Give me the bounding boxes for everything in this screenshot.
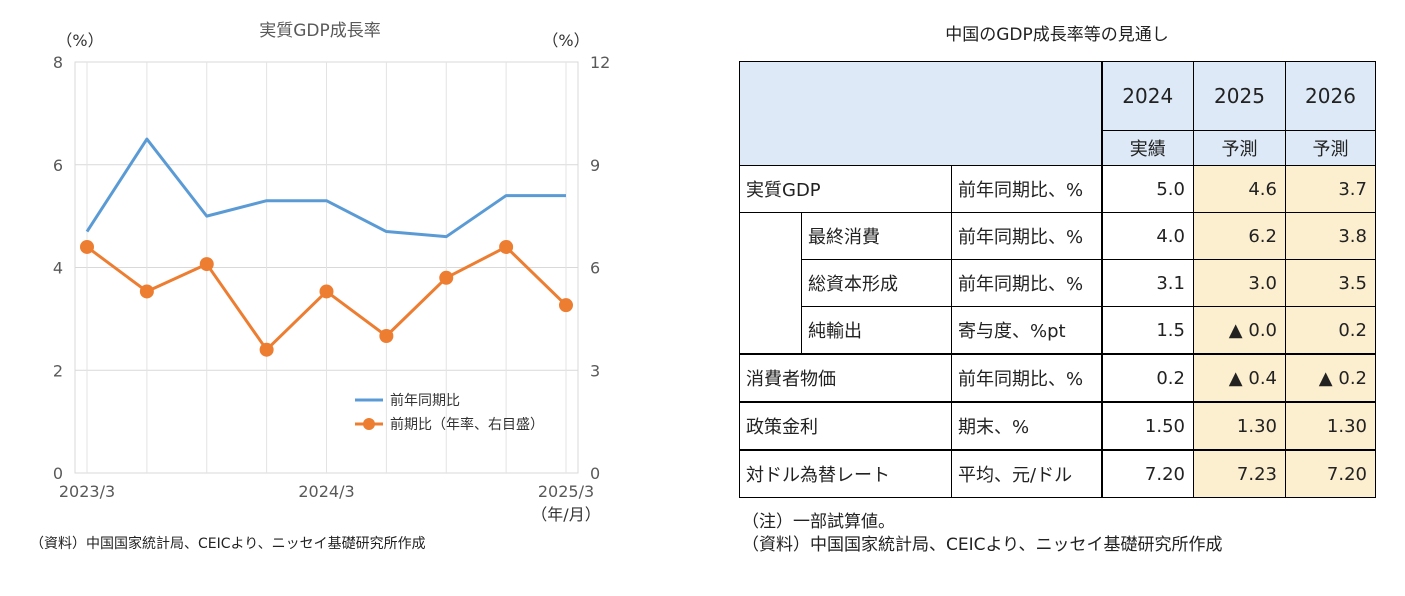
row-unit: 前年同期比、% (951, 353, 1102, 403)
series-point-1 (259, 342, 274, 357)
value-2026: 1.30 (1285, 401, 1376, 451)
header-blank (739, 61, 1102, 166)
series-point-1 (139, 284, 154, 299)
value-2026: 3.7 (1285, 165, 1376, 213)
value-2024: 0.2 (1100, 353, 1194, 403)
left-tick-label: 4 (53, 259, 63, 278)
row-unit: 期末、% (951, 401, 1102, 451)
value-2026: 3.8 (1285, 212, 1376, 260)
series-point-1 (319, 284, 334, 299)
table-row: 実質GDP 前年同期比、% 5.0 4.6 3.7 (739, 165, 1376, 213)
x-tick-label: 2023/3 (59, 482, 115, 501)
year-2024: 2024 (1100, 61, 1194, 131)
value-2025: 7.23 (1193, 449, 1286, 498)
series-point-1 (80, 239, 94, 254)
table-row: 総資本形成 前年同期比、% 3.1 3.0 3.5 (739, 259, 1376, 307)
right-tick-label: 3 (590, 361, 600, 380)
row-label: 対ドル為替レート (739, 449, 952, 498)
row-unit: 平均、元/ドル (951, 449, 1102, 498)
series-point-1 (499, 239, 514, 254)
year-2025: 2025 (1193, 61, 1286, 131)
row-unit: 前年同期比、% (951, 212, 1102, 260)
left-tick-label: 8 (53, 53, 63, 72)
table-note: （注）一部試算値。 (742, 512, 895, 532)
value-2025: 6.2 (1193, 212, 1286, 260)
indent-cell (739, 306, 802, 355)
indent-cell (739, 259, 802, 307)
right-tick-label: 6 (590, 259, 600, 278)
legend-label-qoq: 前期比（年率、右目盛） (390, 416, 544, 433)
year-header-row: 2024 2025 2026 (739, 61, 1376, 166)
right-axis-unit: （%） (542, 31, 589, 50)
table-title: 中国のGDP成長率等の見通し (945, 25, 1169, 45)
legend-label-yoy: 前年同期比 (390, 392, 460, 409)
grid (74, 61, 579, 474)
series-point-1 (379, 329, 394, 343)
subheader-row: 実績 予測 予測 (740, 130, 1376, 166)
left-tick-label: 6 (53, 156, 63, 175)
value-2024: 3.1 (1100, 259, 1194, 307)
row-label: 実質GDP (739, 165, 952, 213)
series-point-1 (439, 270, 454, 285)
series (80, 137, 573, 357)
row-unit: 前年同期比、% (951, 165, 1102, 213)
value-2024: 5.0 (1100, 165, 1194, 213)
subhead-forecast-2025: 予測 (1193, 130, 1286, 166)
row-label: 消費者物価 (739, 353, 952, 403)
left-tick-label: 0 (53, 464, 63, 483)
value-2025: ▲ 0.4 (1193, 353, 1286, 403)
value-2024: 1.5 (1100, 306, 1194, 355)
subhead-actual: 実績 (1100, 130, 1194, 166)
chart-title: 実質GDP成長率 (259, 21, 381, 41)
series-point-1 (559, 298, 573, 313)
series-line-0 (85, 137, 566, 239)
row-unit: 前年同期比、% (951, 259, 1102, 307)
table-row: 最終消費 前年同期比、% 4.0 6.2 3.8 (739, 212, 1376, 260)
value-2025: 4.6 (1193, 165, 1286, 213)
value-2026: ▲ 0.2 (1285, 353, 1376, 403)
value-2025: 3.0 (1193, 259, 1286, 307)
value-2026: 7.20 (1285, 449, 1376, 498)
table-row: 純輸出 寄与度、%pt 1.5 ▲ 0.0 0.2 (739, 306, 1376, 355)
right-tick-label: 9 (590, 156, 600, 175)
forecast-table: 2024 2025 2026 実績 予測 予測 実質GDP 前年同期比、% 5.… (739, 61, 1376, 498)
value-2026: 3.5 (1285, 259, 1376, 307)
row-label: 純輸出 (801, 306, 952, 355)
row-label: 最終消費 (801, 212, 952, 260)
row-label: 総資本形成 (801, 259, 952, 307)
gdp-growth-chart: 実質GDP成長率 （%） （%） 0 2 4 6 8 0 3 6 9 12 2023/3 2024/3… (53, 21, 611, 524)
value-2024: 4.0 (1100, 212, 1194, 260)
table-row: 消費者物価 前年同期比、% 0.2 ▲ 0.4 ▲ 0.2 (739, 353, 1376, 403)
left-axis-unit: （%） (56, 31, 103, 50)
legend-marker-qoq (363, 418, 375, 430)
x-tick-label: 2025/3 (538, 482, 594, 501)
year-2026: 2026 (1285, 61, 1376, 131)
value-2025: 1.30 (1193, 401, 1286, 451)
axes: 0 2 4 6 8 0 3 6 9 12 2023/3 2024/3 2025/3 (53, 53, 611, 501)
chart-source-note: （資料）中国国家統計局、CEICより、ニッセイ基礎研究所作成 (30, 536, 426, 552)
row-unit: 寄与度、%pt (951, 306, 1102, 355)
right-tick-label: 0 (590, 464, 600, 483)
table-row: 対ドル為替レート 平均、元/ドル 7.20 7.23 7.20 (739, 449, 1376, 498)
x-axis-unit: （年/月） (531, 505, 600, 524)
value-2026: 0.2 (1285, 306, 1376, 355)
table-source-note: （資料）中国国家統計局、CEICより、ニッセイ基礎研究所作成 (742, 535, 1223, 555)
row-label: 政策金利 (739, 401, 952, 451)
value-2024: 7.20 (1100, 449, 1194, 498)
series-point-1 (199, 257, 214, 272)
value-2024: 1.50 (1100, 401, 1194, 451)
left-tick-label: 2 (53, 361, 63, 380)
legend: 前年同期比 前期比（年率、右目盛） (355, 392, 544, 433)
subhead-forecast-2026: 予測 (1285, 130, 1376, 166)
table-row: 政策金利 期末、% 1.50 1.30 1.30 (739, 401, 1376, 451)
x-tick-label: 2024/3 (298, 482, 354, 501)
value-2025: ▲ 0.0 (1193, 306, 1286, 355)
right-tick-label: 12 (590, 53, 610, 72)
indent-cell (739, 212, 802, 260)
